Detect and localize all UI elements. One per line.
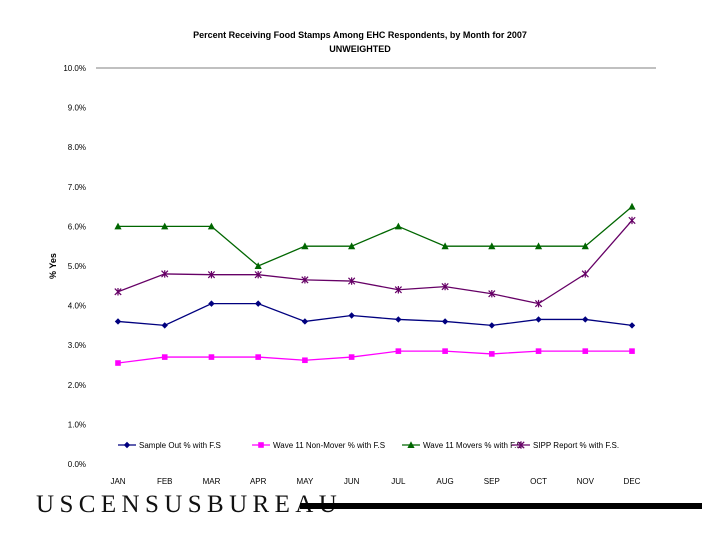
data-point <box>395 316 402 323</box>
data-point <box>488 290 496 298</box>
x-tick-label: JUL <box>391 477 406 486</box>
data-point <box>394 222 402 230</box>
y-tick-label: 3.0% <box>68 341 86 350</box>
data-point <box>348 312 355 319</box>
data-point <box>208 300 215 307</box>
data-point <box>534 242 543 250</box>
y-axis-label: % Yes <box>48 253 58 279</box>
series-2 <box>115 348 635 366</box>
data-point <box>254 262 262 269</box>
series-4 <box>114 216 636 308</box>
series-1 <box>114 300 636 329</box>
data-point <box>254 271 262 279</box>
data-point <box>301 318 309 325</box>
series-3 <box>114 202 636 269</box>
legend-label: Wave 11 Movers % with F.S. <box>423 441 524 450</box>
data-point <box>161 222 169 230</box>
data-point <box>348 354 355 360</box>
data-point <box>161 354 168 360</box>
data-point <box>488 242 496 250</box>
series-line <box>117 302 633 327</box>
y-tick-label: 8.0% <box>68 143 86 152</box>
series-line <box>117 220 633 305</box>
data-point <box>629 348 635 354</box>
logo-underline-bar <box>300 503 702 509</box>
data-point <box>582 348 589 354</box>
y-tick-label: 5.0% <box>68 262 86 271</box>
data-point <box>488 322 496 329</box>
data-point <box>442 348 448 354</box>
legend-entry: Wave 11 Non-Mover % with F.S <box>252 441 385 450</box>
data-point <box>348 277 356 285</box>
data-point <box>582 316 589 323</box>
data-point <box>254 300 262 307</box>
data-point <box>489 351 495 357</box>
series-line <box>118 206 633 267</box>
data-point <box>255 354 261 360</box>
data-point <box>114 318 122 325</box>
legend-marker <box>517 441 525 449</box>
data-point <box>114 222 122 230</box>
legend-marker <box>123 441 131 449</box>
data-point <box>161 322 168 329</box>
data-point <box>348 242 356 250</box>
y-tick-label: 6.0% <box>68 222 86 231</box>
data-point <box>535 316 542 323</box>
data-point <box>208 354 215 360</box>
data-point <box>581 242 589 250</box>
x-tick-label: FEB <box>157 477 173 486</box>
data-point <box>115 360 121 366</box>
data-point <box>441 282 449 291</box>
x-tick-label: DEC <box>624 477 641 486</box>
legend-label: SIPP Report % with F.S. <box>533 441 619 450</box>
x-tick-label: AUG <box>436 477 453 486</box>
data-point <box>535 348 542 354</box>
x-tick-label: OCT <box>530 477 547 486</box>
data-point <box>207 222 216 230</box>
x-tick-label: MAY <box>297 477 314 486</box>
data-point <box>302 357 308 364</box>
data-point <box>628 322 636 329</box>
x-tick-label: JUN <box>344 477 360 486</box>
y-tick-label: 7.0% <box>68 183 86 192</box>
data-point <box>394 286 402 294</box>
data-point <box>301 242 309 250</box>
data-point <box>534 299 543 308</box>
y-tick-label: 4.0% <box>68 302 86 311</box>
legend-label: Wave 11 Non-Mover % with F.S <box>273 441 385 450</box>
data-point <box>301 276 309 284</box>
legend-label: Sample Out % with F.S <box>139 441 221 450</box>
x-tick-label: JAN <box>110 477 125 486</box>
data-point <box>628 216 636 225</box>
series-line <box>117 350 632 364</box>
census-bureau-logo: USCENSUSBUREAU <box>36 491 343 518</box>
chart-title: Percent Receiving Food Stamps Among EHC … <box>193 30 527 40</box>
chart-subtitle: UNWEIGHTED <box>329 44 391 54</box>
legend-marker <box>258 442 264 448</box>
data-point <box>441 242 449 250</box>
legend-entry: SIPP Report % with F.S. <box>512 441 619 450</box>
data-point <box>628 202 636 210</box>
data-point <box>395 348 402 354</box>
x-tick-label: MAR <box>203 477 221 486</box>
y-tick-label: 10.0% <box>63 64 86 73</box>
y-tick-label: 1.0% <box>68 420 86 429</box>
y-tick-label: 0.0% <box>68 460 86 469</box>
y-tick-label: 2.0% <box>68 381 86 390</box>
x-tick-label: NOV <box>577 477 595 486</box>
data-point <box>114 288 122 296</box>
x-tick-label: APR <box>250 477 267 486</box>
y-tick-label: 9.0% <box>68 104 86 113</box>
x-tick-label: SEP <box>484 477 500 486</box>
data-point <box>441 318 449 325</box>
data-point <box>581 270 589 278</box>
legend-marker <box>407 441 415 448</box>
legend-entry: Sample Out % with F.S <box>118 441 221 450</box>
legend-entry: Wave 11 Movers % with F.S. <box>402 441 524 450</box>
data-point <box>207 271 216 279</box>
data-point <box>161 270 169 278</box>
